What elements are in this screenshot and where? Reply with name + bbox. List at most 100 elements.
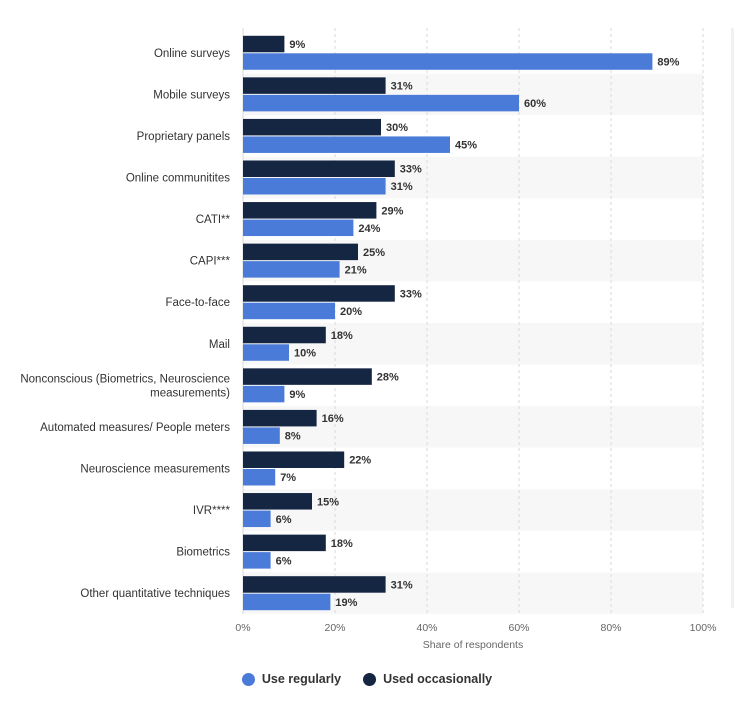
category-label-line: Face-to-face bbox=[165, 297, 230, 309]
bar-used-occasionally[interactable] bbox=[243, 243, 358, 261]
x-axis-title: Share of respondents bbox=[423, 639, 523, 651]
data-label: 28% bbox=[377, 372, 399, 384]
category-label: Other quantitative techniques bbox=[80, 588, 230, 600]
data-label: 25% bbox=[363, 247, 385, 259]
data-label: 22% bbox=[349, 455, 371, 467]
category-label: Online surveys bbox=[154, 48, 230, 60]
data-label: 45% bbox=[455, 140, 477, 152]
category-label-line: Online communitites bbox=[126, 172, 230, 184]
data-label: 31% bbox=[391, 181, 413, 193]
bar-used-occasionally[interactable] bbox=[243, 534, 326, 552]
category-label: Mail bbox=[209, 339, 230, 351]
x-tick-label: 40% bbox=[416, 622, 437, 634]
bar-use-regularly[interactable] bbox=[243, 302, 335, 320]
data-label: 29% bbox=[381, 205, 403, 217]
category-label-line: IVR**** bbox=[193, 505, 231, 517]
category-label: CAPI*** bbox=[190, 256, 231, 268]
legend-item-use-regularly[interactable]: Use regularly bbox=[241, 672, 341, 686]
bar-used-occasionally[interactable] bbox=[243, 77, 386, 94]
category-label-line: measurements) bbox=[150, 387, 230, 399]
bar-use-regularly[interactable] bbox=[243, 593, 331, 611]
data-label: 20% bbox=[340, 306, 362, 318]
data-label: 21% bbox=[345, 264, 367, 276]
bar-used-occasionally[interactable] bbox=[243, 576, 386, 593]
bar-use-regularly[interactable] bbox=[243, 552, 271, 569]
row-bands bbox=[243, 73, 703, 614]
category-label: Automated measures/ People meters bbox=[40, 422, 230, 434]
x-tick-labels: 0% 20% 40% 60% 80% 100% bbox=[235, 622, 716, 634]
bar-used-occasionally[interactable] bbox=[243, 368, 372, 385]
x-tick-label: 100% bbox=[690, 622, 717, 634]
data-label: 31% bbox=[391, 579, 413, 591]
bar-use-regularly[interactable] bbox=[243, 510, 271, 528]
category-label: Mobile surveys bbox=[153, 89, 230, 101]
category-label: CATI** bbox=[196, 214, 231, 226]
bar-use-regularly[interactable] bbox=[243, 427, 280, 444]
bar-use-regularly[interactable] bbox=[243, 468, 276, 486]
category-label-line: Automated measures/ People meters bbox=[40, 422, 230, 434]
bar-use-regularly[interactable] bbox=[243, 385, 285, 403]
data-label: 16% bbox=[322, 413, 344, 425]
bar-used-occasionally[interactable] bbox=[243, 202, 377, 219]
data-label: 9% bbox=[289, 39, 305, 51]
data-label: 9% bbox=[289, 389, 305, 401]
bar-used-occasionally[interactable] bbox=[243, 409, 317, 427]
category-label-line: Mail bbox=[209, 339, 230, 351]
category-label-line: Online surveys bbox=[154, 48, 230, 60]
bar-used-occasionally[interactable] bbox=[243, 285, 395, 302]
bar-used-occasionally[interactable] bbox=[243, 118, 381, 136]
bar-used-occasionally[interactable] bbox=[243, 35, 285, 53]
x-tick-label: 0% bbox=[235, 622, 250, 634]
x-tick-label: 20% bbox=[324, 622, 345, 634]
data-label: 30% bbox=[386, 122, 408, 134]
legend-dot-icon bbox=[241, 672, 255, 686]
bar-chart: 9% 89% 31% 60% 30% 45% 33% 31% 29%24% 25% 21% 33% 20… bbox=[20, 28, 716, 651]
bar-use-regularly[interactable] bbox=[243, 177, 386, 195]
category-label-line: CATI** bbox=[196, 214, 231, 226]
scrollbar-track bbox=[731, 28, 734, 608]
data-label: 15% bbox=[317, 496, 339, 508]
data-label: 6% bbox=[276, 514, 292, 526]
data-label: 19% bbox=[335, 597, 357, 609]
bar-use-regularly[interactable] bbox=[243, 136, 450, 153]
bar-used-occasionally[interactable] bbox=[243, 326, 326, 344]
data-label: 24% bbox=[358, 223, 380, 235]
row-band bbox=[243, 489, 703, 531]
legend-item-used-occasionally[interactable]: Used occasionally bbox=[363, 672, 492, 686]
data-label: 7% bbox=[280, 472, 296, 484]
category-label-line: Neuroscience measurements bbox=[80, 463, 230, 475]
data-label: 31% bbox=[391, 81, 413, 93]
bars: 9% 89% 31% 60% 30% 45% 33% 31% 29%24% 25% 21% 33% 20… bbox=[243, 35, 680, 611]
category-label-line: Mobile surveys bbox=[153, 89, 230, 101]
category-label-line: Nonconscious (Biometrics, Neuroscience bbox=[20, 373, 230, 385]
bar-used-occasionally[interactable] bbox=[243, 160, 395, 177]
data-label: 10% bbox=[294, 348, 316, 360]
row-band bbox=[243, 406, 703, 448]
category-label-line: Proprietary panels bbox=[137, 131, 231, 143]
data-label: 18% bbox=[331, 538, 353, 550]
data-label: 8% bbox=[285, 431, 301, 443]
legend-dot-icon bbox=[363, 672, 377, 686]
category-label-line: Biometrics bbox=[176, 547, 230, 559]
bar-used-occasionally[interactable] bbox=[243, 451, 345, 468]
bar-used-occasionally[interactable] bbox=[243, 493, 312, 510]
category-label: Face-to-face bbox=[165, 297, 230, 309]
bar-use-regularly[interactable] bbox=[243, 53, 653, 70]
category-label-line: CAPI*** bbox=[190, 256, 231, 268]
bar-use-regularly[interactable] bbox=[243, 344, 289, 361]
bar-use-regularly[interactable] bbox=[243, 94, 519, 112]
legend-label: Used occasionally bbox=[383, 672, 493, 686]
legend: Use regularly Used occasionally bbox=[0, 672, 734, 686]
data-label: 18% bbox=[331, 330, 353, 342]
category-labels: Online surveys Mobile surveys Proprietary … bbox=[20, 48, 230, 600]
category-label-line: Other quantitative techniques bbox=[80, 588, 230, 600]
bar-use-regularly[interactable] bbox=[243, 219, 354, 237]
data-label: 89% bbox=[657, 57, 679, 69]
data-label: 33% bbox=[400, 164, 422, 176]
x-tick-label: 80% bbox=[600, 622, 621, 634]
category-label: Online communitites bbox=[126, 172, 230, 184]
category-label: Proprietary panels bbox=[137, 131, 231, 143]
bar-use-regularly[interactable] bbox=[243, 261, 340, 278]
data-label: 60% bbox=[524, 98, 546, 110]
category-label: Neuroscience measurements bbox=[80, 463, 230, 475]
